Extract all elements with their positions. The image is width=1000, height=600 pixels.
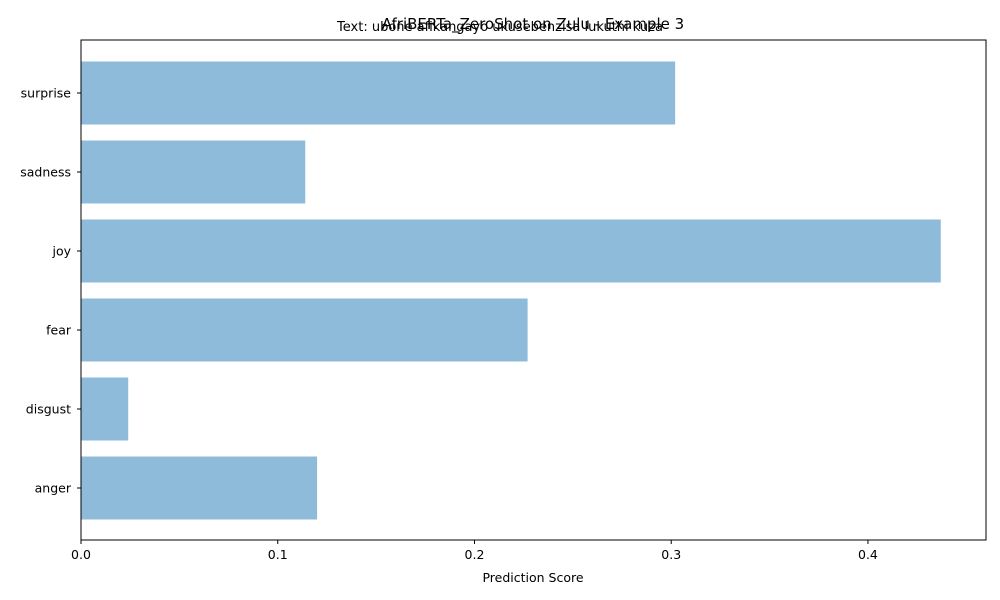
- plot-frame: [80, 39, 987, 541]
- bar-sadness: [81, 140, 306, 204]
- x-tick-label-2: 0.2: [465, 547, 485, 562]
- axes-layer: [80, 39, 987, 541]
- y-axis-ticks: anger disgust fear joy sadness surprise: [20, 86, 81, 496]
- chart-subtitle: Text: ubone afikangayo ukusebenzisa luku…: [336, 20, 663, 35]
- x-axis-label: Prediction Score: [482, 570, 583, 585]
- x-axis-ticks: 0.0 0.1 0.2 0.3 0.4: [71, 540, 878, 562]
- x-tick-label-4: 0.4: [858, 547, 878, 562]
- chart-title: AfriBERTa_ZeroShot on Zulu - Example 3: [382, 15, 684, 34]
- bar-anger: [81, 456, 318, 520]
- x-tick-label-1: 0.1: [268, 547, 288, 562]
- x-tick-label-3: 0.3: [661, 547, 681, 562]
- x-tick-label-0: 0.0: [71, 547, 91, 562]
- bar-fear: [81, 298, 528, 362]
- y-tick-label-sadness: sadness: [20, 165, 71, 180]
- y-tick-label-joy: joy: [51, 244, 71, 259]
- bars-layer: [81, 61, 941, 520]
- y-tick-label-disgust: disgust: [26, 402, 71, 417]
- bar-disgust: [81, 377, 129, 441]
- y-tick-label-fear: fear: [46, 323, 72, 338]
- y-tick-label-surprise: surprise: [21, 86, 72, 101]
- bar-joy: [81, 219, 941, 283]
- bar-surprise: [81, 61, 676, 125]
- y-tick-label-anger: anger: [35, 481, 72, 496]
